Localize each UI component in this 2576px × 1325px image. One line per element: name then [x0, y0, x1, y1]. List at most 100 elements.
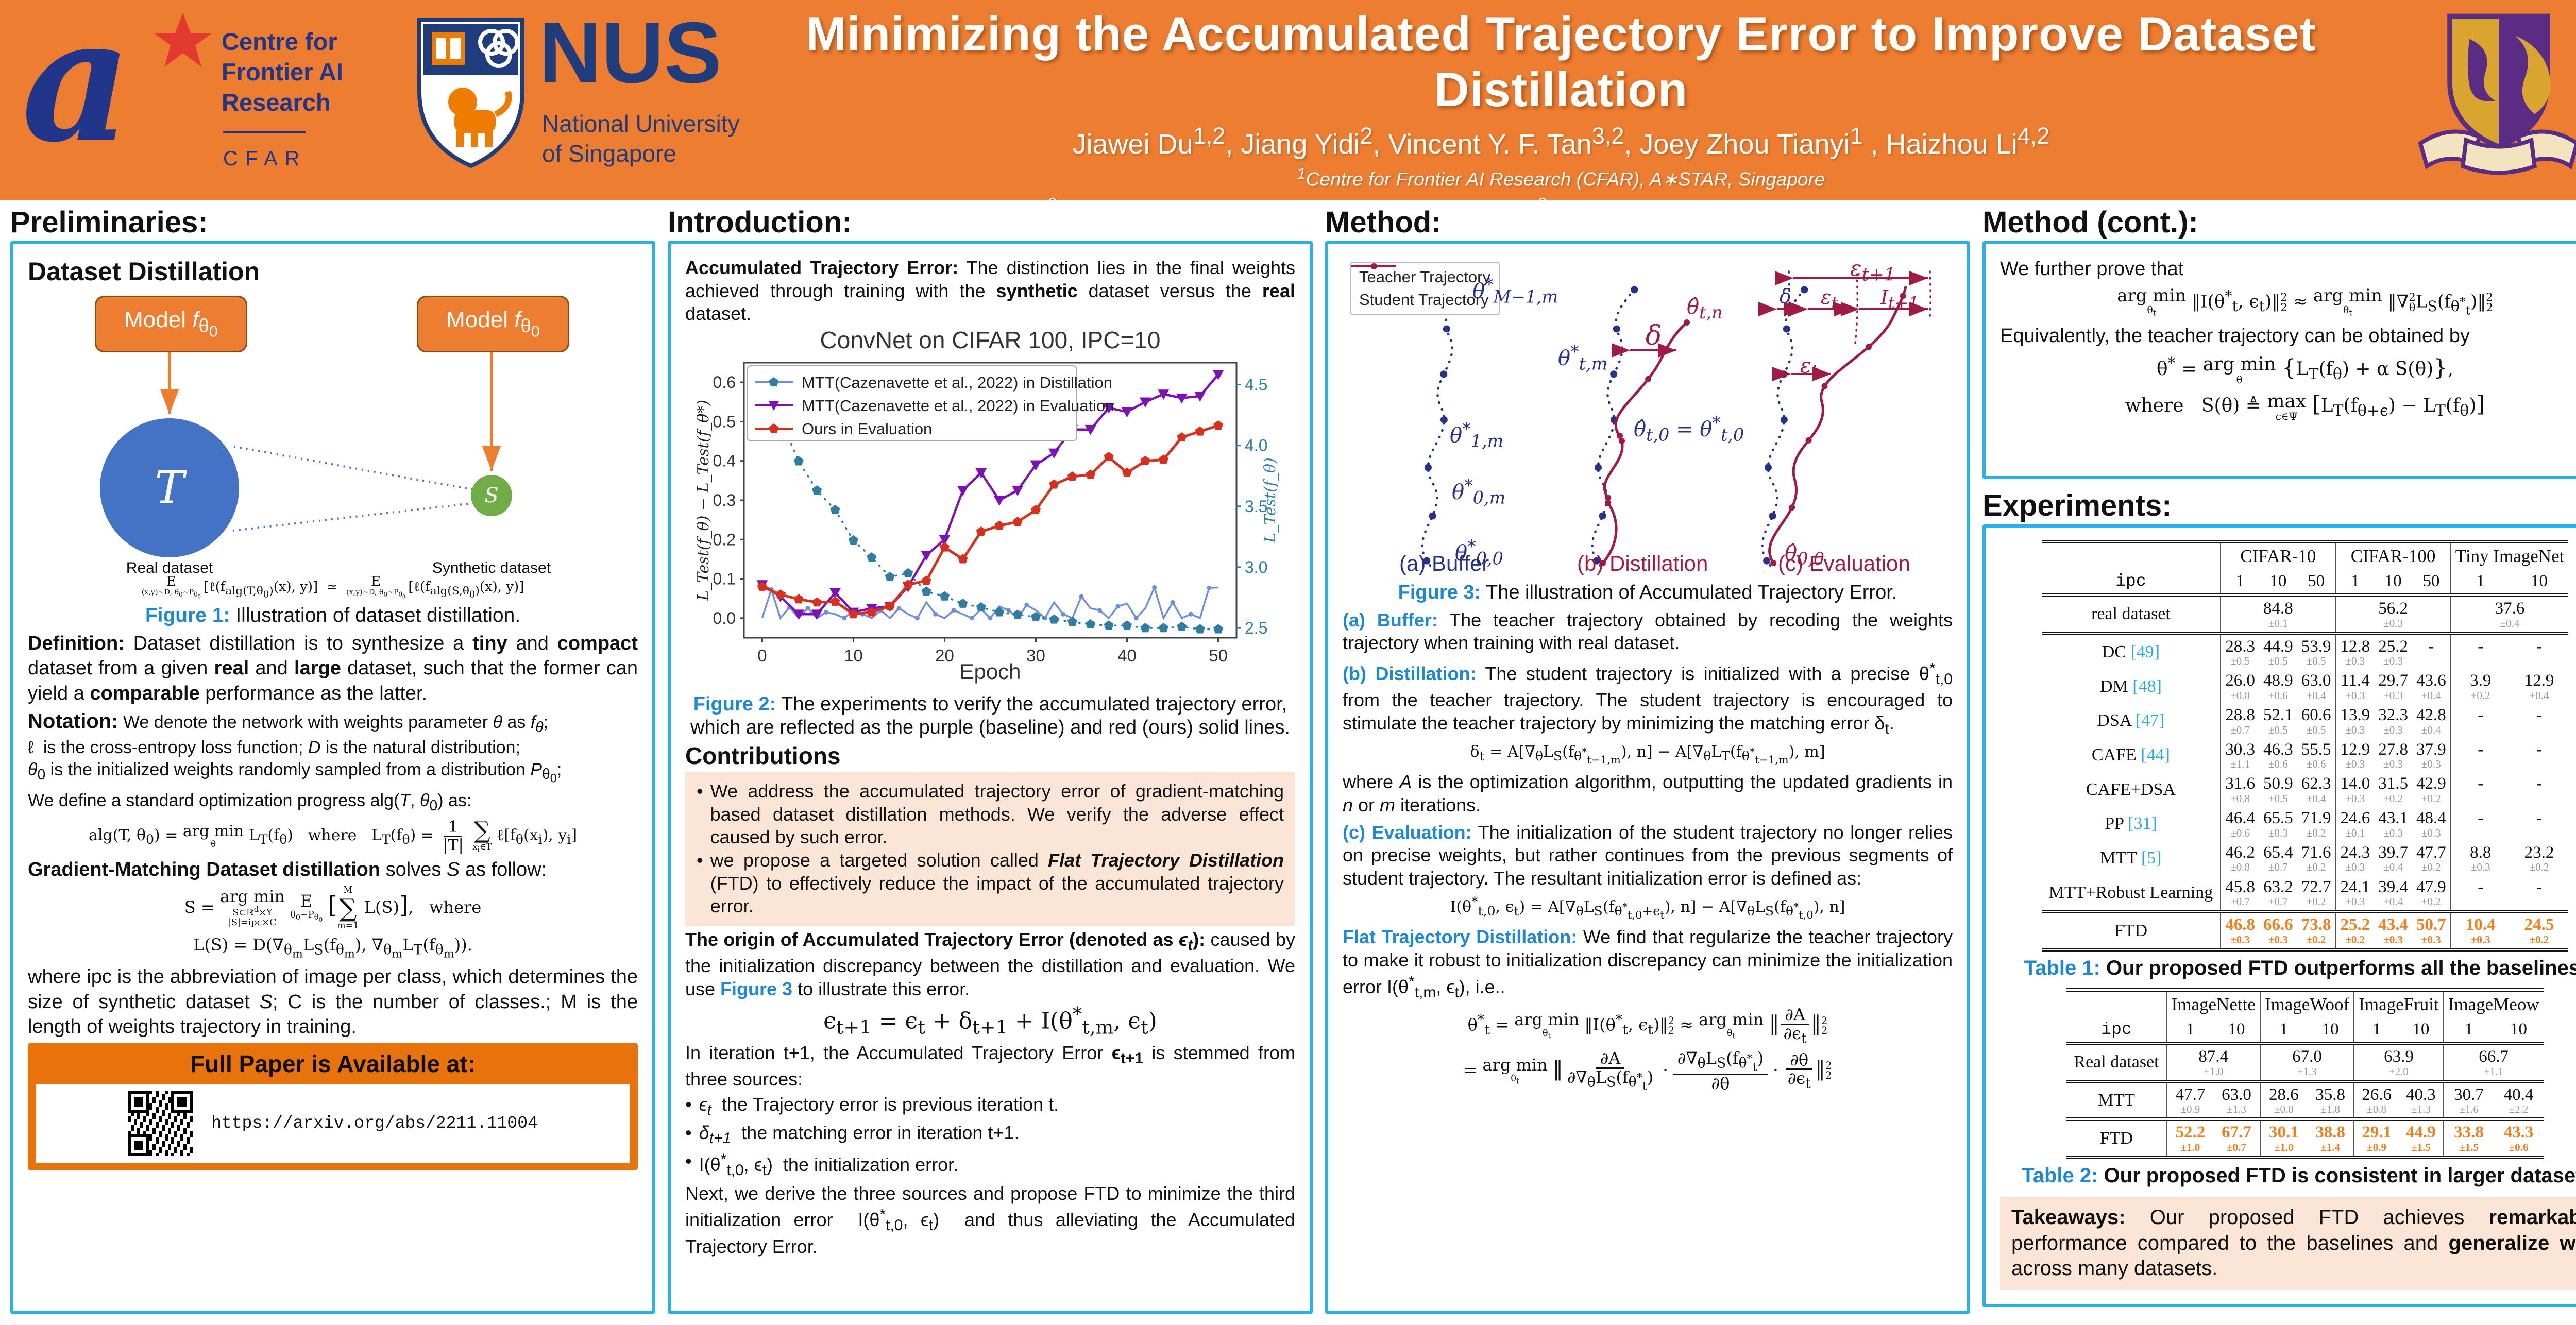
equation-init-error: I(θ*t,0, ϵt) = A[∇θLS(fθ*t,0+ϵt), n] − A… [1450, 894, 1845, 922]
table-cell: 47.7 ±0.2 [2416, 843, 2446, 874]
svg-text:10: 10 [844, 646, 863, 665]
table-cell: - [2450, 704, 2510, 738]
method-cont-box: We further prove that arg min θt ‖I(θ*t, … [1982, 241, 2576, 479]
table-cell: 3.9 ±0.2 [2450, 669, 2510, 704]
real-dataset-circle: T [100, 418, 239, 557]
table-row-real: Real dataset 87.4 ±1.0 67.0 ±1.3 63.9 ±2.0 66.7… [2066, 1043, 2544, 1083]
table-subcol: 1 [2450, 569, 2510, 597]
method-heading: Method: [1325, 206, 1442, 239]
contributions-box: • We address the accumulated trajectory e… [685, 772, 1295, 926]
table-cell: - [2450, 875, 2510, 914]
qr-code [128, 1091, 193, 1156]
table-cell: 27.8 ±0.3 [2378, 740, 2408, 771]
table-cell: 43.3 ±0.6 [2503, 1123, 2534, 1153]
table-cell: 37.9 ±0.3 [2416, 740, 2446, 771]
prove-line: We further prove that [2000, 258, 2184, 280]
affiliation-1: 1Centre for Frontier AI Research (CFAR),… [1297, 164, 1825, 190]
table-cell: 46.8 ±0.3 [2220, 911, 2259, 950]
figure3-label: εt+1 [1850, 256, 1896, 285]
distillation-paragraph: (b) Distillation: The student trajectory… [1343, 659, 1953, 738]
figure3-label: εt [1800, 354, 1818, 381]
table-cell: 50.9 ±0.5 [2263, 774, 2293, 805]
svg-text:MTT(Cazenavette et al., 2022): MTT(Cazenavette et al., 2022) in Distill… [802, 373, 1112, 392]
preliminaries-heading: Preliminaries: [10, 206, 208, 239]
table-subcol: 10 [2398, 1017, 2444, 1045]
table-row-ftd: FTD 52.2 ±1.0 67.7 ±0.7 30.1 ±1.0 38.8 ±1.4 29.1 ±… [2066, 1119, 2543, 1158]
table-row: MTT 47.7 ±0.9 63.0 ±1.3 28.6 ±0.8 35.8 ±1.8 26.6 ±… [2066, 1081, 2544, 1122]
table2: ImageNette ImageWoof ImageFruit ImageMeow ip… [2000, 988, 2576, 1159]
table-cell: 62.3 ±0.4 [2301, 774, 2331, 805]
table-cell: 32.3 ±0.3 [2378, 706, 2408, 736]
table-cell: 87.4 ±1.0 [2166, 1043, 2260, 1083]
table-cell: - [2536, 809, 2543, 828]
student-line-sample [1352, 263, 1396, 269]
table-group-header: ImageMeow [2443, 990, 2544, 1017]
svg-text:2.5: 2.5 [1245, 619, 1267, 637]
panel-b-label: (b) Distillation [1577, 551, 1708, 575]
table-row: DC [49] 28.3 ±0.5 44.9 ±0.5 53.9 ±0.5 12.8 ±0.3 2… [2042, 633, 2569, 670]
table-cell: - [2536, 637, 2543, 656]
table1-caption: Table 1: Our proposed FTD outperforms al… [2024, 956, 2576, 979]
table-cell: 72.7 ±0.2 [2297, 875, 2336, 914]
table-row: MTT+Robust Learning 45.8 ±0.7 63.2 ±0.7 72.7 ±… [2041, 875, 2569, 914]
definition-paragraph: Definition: Dataset distillation is to s… [28, 632, 638, 704]
nus-logo [417, 18, 524, 168]
table-subcol: 10 [2213, 1017, 2260, 1045]
table-cell: 60.6 ±0.5 [2301, 706, 2331, 736]
table-cell: - [2450, 633, 2510, 670]
figure3-label: θ̂t,n [1687, 295, 1723, 322]
ate-paragraph: Accumulated Trajectory Error: The distin… [685, 257, 1295, 325]
table-cell: 26.6 ±0.8 [2353, 1081, 2399, 1122]
table-cell: 42.8 ±0.4 [2416, 706, 2446, 736]
table-cell: 55.5 ±0.6 [2301, 740, 2331, 771]
svg-text:30: 30 [1026, 646, 1045, 665]
table-cell: 31.6 ±0.8 [2220, 772, 2259, 807]
takeaways-box: Takeaways: Our proposed FTD achieves rem… [2000, 1196, 2576, 1290]
ipc-header: ipc [2066, 1017, 2167, 1045]
buffer-paragraph: (a) Buffer: The teacher trajectory obtai… [1343, 609, 1953, 654]
table-cell: 45.8 ±0.7 [2220, 875, 2259, 914]
svg-text:0.3: 0.3 [713, 491, 736, 509]
table-cell: - [2536, 706, 2543, 725]
table-cell: 44.9 ±1.5 [2405, 1123, 2436, 1153]
table-cell: 47.7 ±0.9 [2166, 1081, 2214, 1122]
astar-star-icon [154, 13, 212, 67]
figure3-label: δ [1780, 285, 1791, 308]
table-group-header: CIFAR-100 [2335, 541, 2451, 569]
column-preliminaries: Preliminaries: Dataset Distillation Mode… [10, 205, 655, 1318]
poster-title: Minimizing the Accumulated Trajectory Er… [806, 7, 2316, 116]
figure1-canvas [160, 349, 501, 532]
table-cell: 24.5 ±0.2 [2524, 915, 2554, 946]
svg-text:Ours in Evaluation: Ours in Evaluation [802, 420, 932, 438]
figure3-label: θ̂0,0 [1785, 541, 1825, 569]
table-row: CAFE+DSA 31.6 ±0.8 50.9 ±0.5 62.3 ±0.4 14.0 ±0.3… [2042, 772, 2569, 807]
cfar-divider [223, 131, 306, 133]
table-subcol: 1 [2220, 569, 2259, 597]
nus-word: NUS [539, 4, 722, 101]
table-cell: 65.5 ±0.3 [2263, 809, 2293, 839]
table-row-real: real dataset 84.8 ±0.1 56.2 ±0.3 37.6 ±0.4 [2041, 595, 2569, 635]
figure3-caption: Figure 3: The illustration of Accumulate… [1398, 582, 1897, 603]
source-item: • δt+1 the matching error in iteration t+… [685, 1122, 1020, 1147]
next-paragraph: Next, we derive the three sources and pr… [685, 1182, 1296, 1257]
nus-sub: National University of Singapore [542, 110, 740, 167]
column-introduction: Introduction: Accumulated Trajectory Err… [668, 205, 1313, 1318]
table-cell: 46.2 ±0.8 [2220, 841, 2259, 876]
contributions-title: Contributions [685, 742, 841, 770]
table-cell: 12.9 ±0.3 [2335, 738, 2375, 773]
paper-url-link[interactable]: https://arxiv.org/abs/2211.11004 [211, 1114, 538, 1133]
table-cell: 37.6 ±0.4 [2450, 595, 2569, 635]
table-group-header: ImageWoof [2259, 990, 2354, 1017]
stem-paragraph: In iteration t+1, the Accumulated Trajec… [685, 1042, 1296, 1090]
table-cell: 8.8 ±0.3 [2450, 841, 2510, 876]
table-cell: 25.2 ±0.2 [2335, 911, 2375, 950]
figure3-label: θ*0,m [1452, 475, 1506, 508]
figure3-label: It+1 [1880, 286, 1919, 313]
figure3-label: δ [1646, 320, 1662, 351]
table-cell: 28.8 ±0.7 [2220, 704, 2259, 738]
table-row-ftd: FTD 46.8 ±0.3 66.6 ±0.3 73.8 ±0.2 25.2 ±0.2 43.4 ±… [2042, 911, 2569, 950]
cfar-abbr: CFAR [223, 147, 307, 170]
table-cell: 39.4 ±0.4 [2374, 875, 2412, 914]
table-cell: 56.2 ±0.3 [2335, 595, 2451, 635]
method-cont-heading: Method (cont.): [1982, 206, 2198, 239]
